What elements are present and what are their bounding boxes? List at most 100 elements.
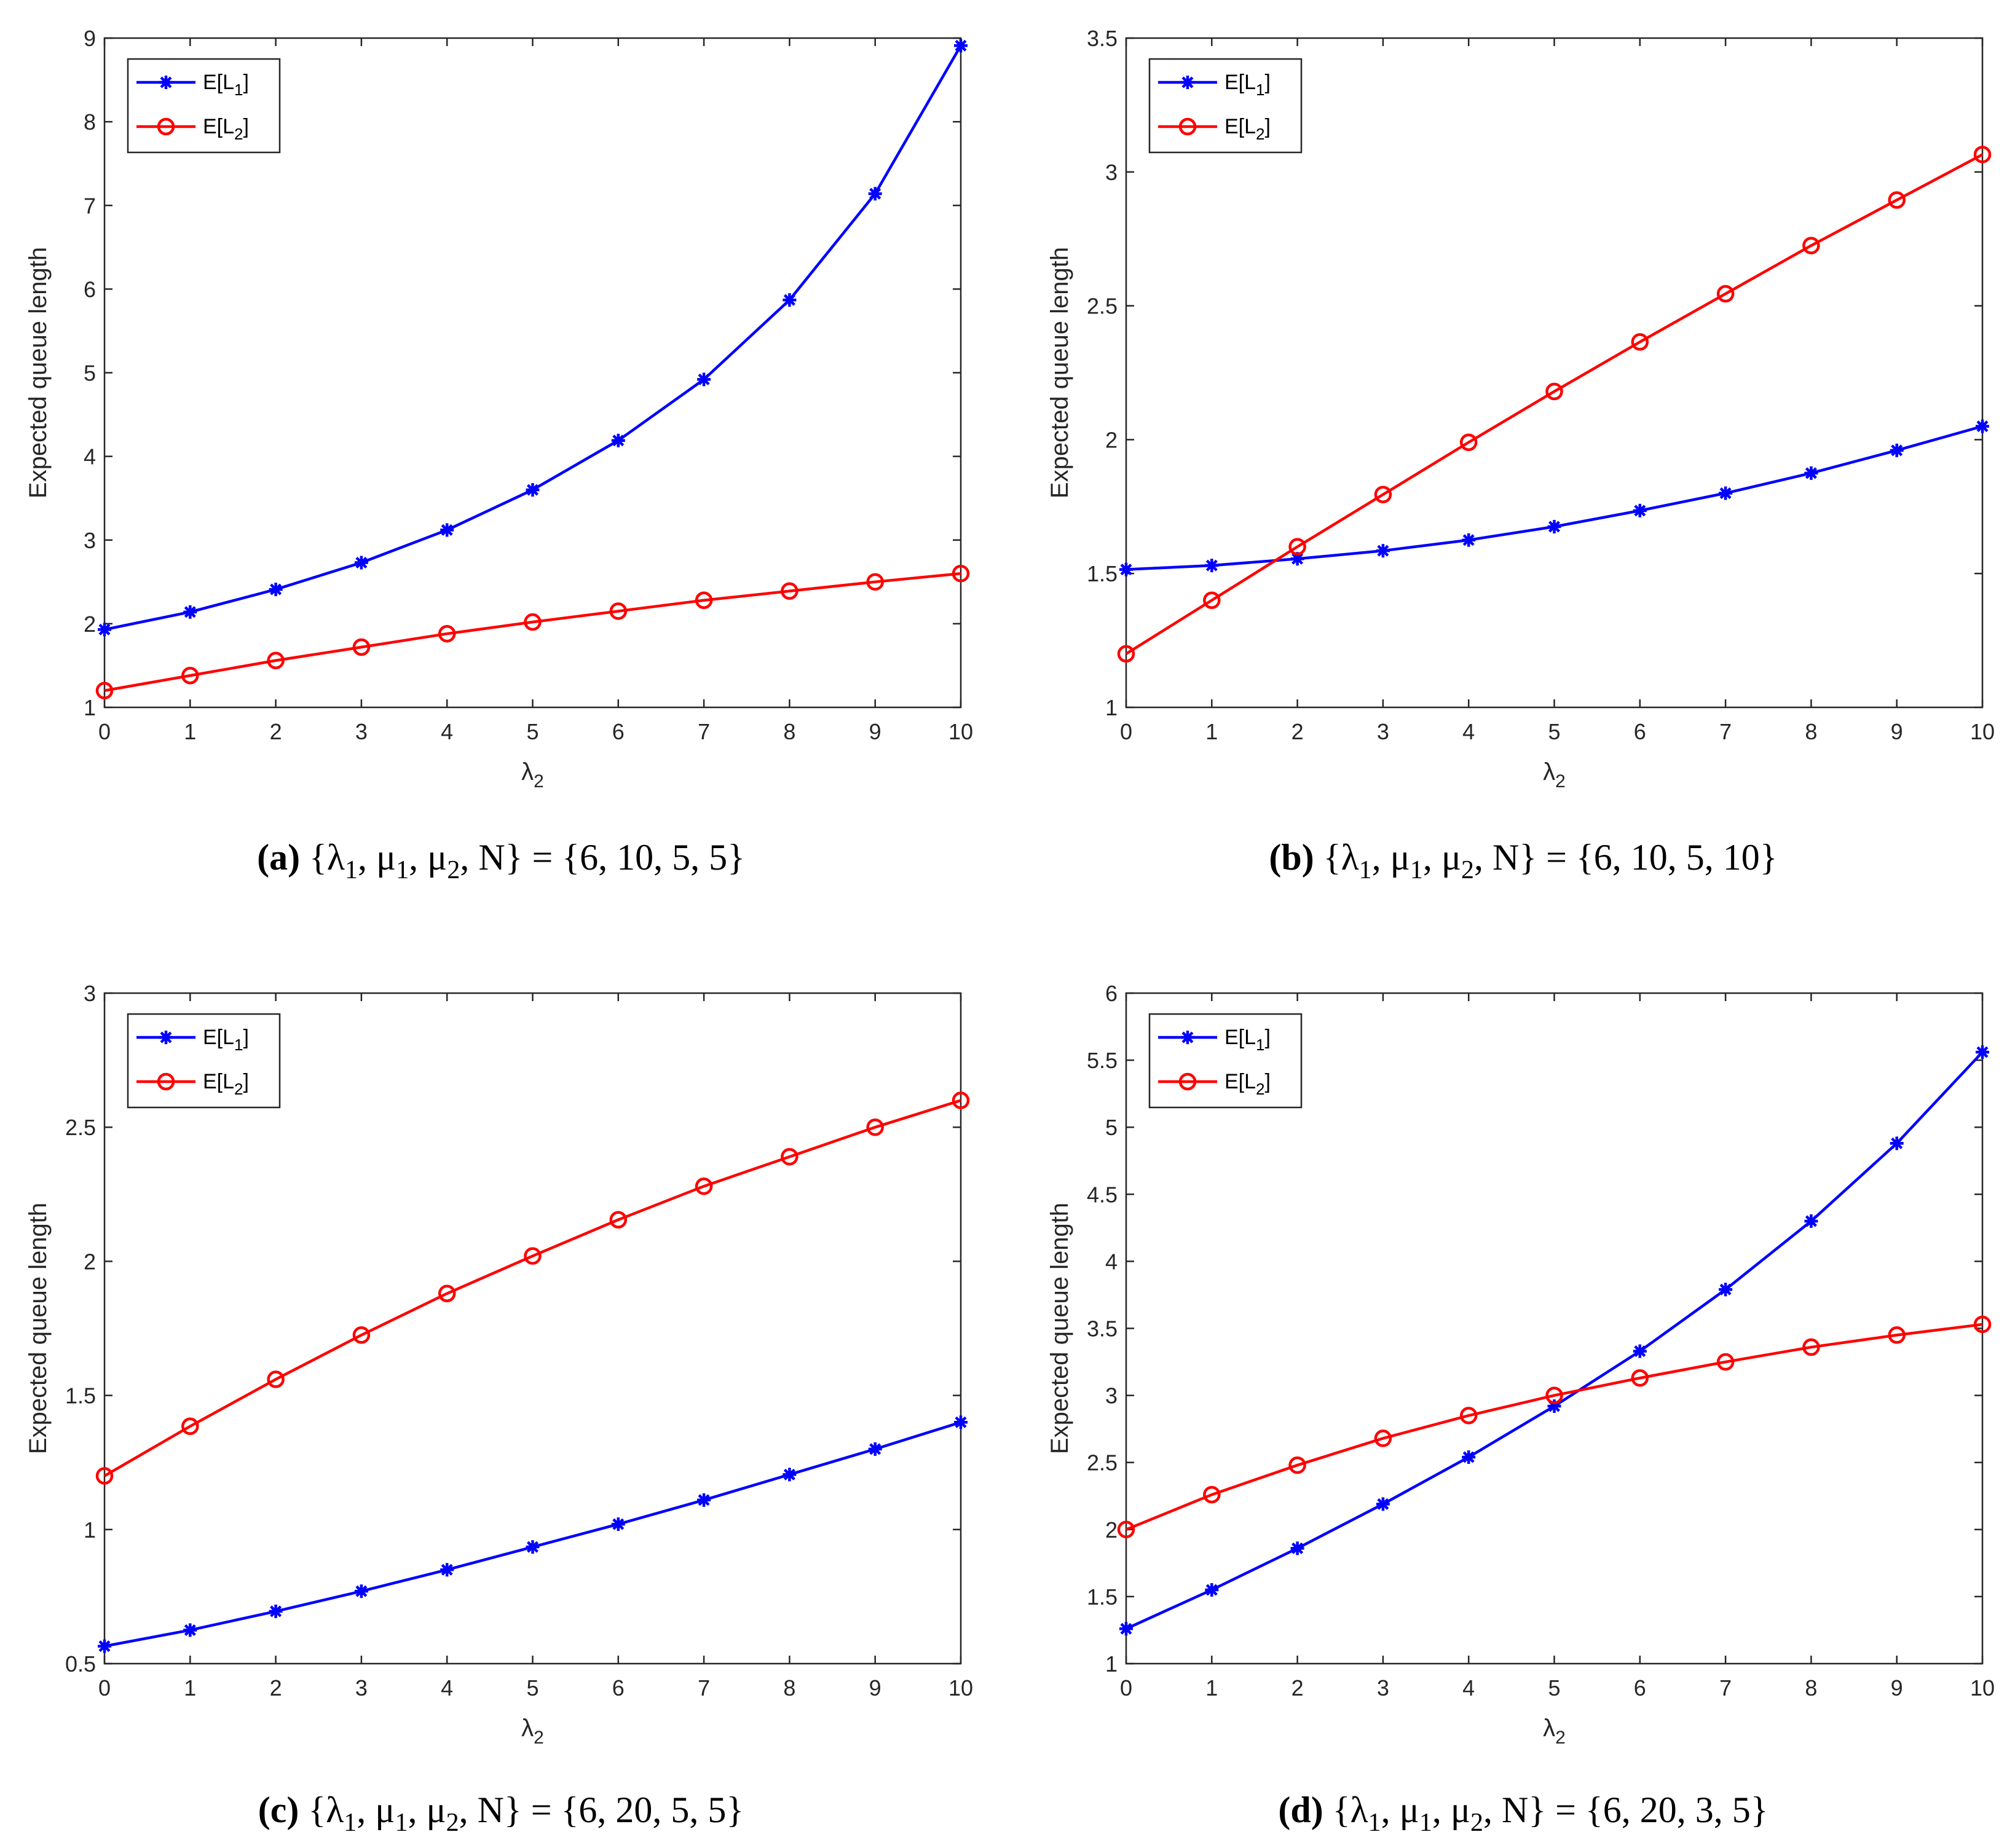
panel-d-y-tick-label: 3: [1105, 1383, 1118, 1409]
panel-d-series-2-point: [1973, 1315, 1992, 1334]
panel-b-series-1-point: [1462, 533, 1476, 547]
panel-a-series-1-point: [954, 39, 968, 53]
panel-d-series-1-point: [1633, 1344, 1647, 1358]
panel-a-series-1-point: [868, 187, 882, 201]
panel-b-series-1-point: [1890, 443, 1904, 457]
panel-c-x-tick-label: 7: [698, 1675, 710, 1701]
panel-b-y-tick-label: 3: [1105, 160, 1118, 185]
panel-c-x-tick-label: 8: [783, 1675, 795, 1701]
panel-b-x-tick-label: 10: [1970, 719, 1995, 744]
panel-b-series-2-point: [1459, 433, 1478, 452]
panel-d-x-axis-label-sub: 2: [1555, 1728, 1566, 1748]
panel-b-legend-label-sub: 1: [1256, 81, 1264, 99]
panel-c-series-1-point: [783, 1468, 797, 1482]
panel-a-legend-star-icon: [159, 76, 173, 89]
panel-d-legend-label-end: ]: [1265, 1026, 1271, 1049]
panel-d-x-tick-label: 4: [1462, 1675, 1475, 1701]
panel-a-legend-label-2: E[L2]: [203, 115, 249, 143]
panel-d-caption-text: , μ: [1381, 1790, 1419, 1830]
panel-d-caption-text: {λ: [1333, 1790, 1368, 1830]
panel-b-series-2-markers: [1117, 146, 1992, 663]
panel-d-y-tick-label: 2: [1105, 1517, 1118, 1543]
panel-b-y-tick-label: 1: [1105, 695, 1118, 720]
panel-b-legend-label-end: ]: [1265, 115, 1271, 138]
panel-c-series-2-point: [181, 1417, 199, 1436]
panel-b-caption-subscript: 2: [1461, 856, 1474, 884]
panel-b-series-1-point: [1719, 486, 1733, 500]
panel-c-legend: E[L1] E[L2]: [127, 1013, 281, 1109]
panel-b-x-tick-label: 0: [1120, 719, 1132, 744]
panel-b-legend-label-end: ]: [1265, 71, 1271, 94]
panel-a-series-1-point: [354, 556, 368, 570]
panel-c-caption-subscript: 2: [446, 1809, 459, 1837]
panel-a-x-axis-label: λ2: [521, 758, 544, 792]
panel-b-series-1-point: [1976, 419, 1989, 433]
panel-c-series-2-point: [95, 1467, 114, 1485]
panel-d-caption-text: , μ: [1432, 1790, 1470, 1830]
panel-a-caption-space: [300, 837, 309, 878]
panel-c-series-1-point: [269, 1604, 283, 1618]
panel-a-y-tick-label: 6: [84, 277, 96, 302]
panel-c-caption-text: , μ: [408, 1790, 446, 1830]
panel-b-legend-label-2: E[L2]: [1224, 115, 1271, 143]
panel-d-x-tick-label: 3: [1377, 1675, 1389, 1701]
panel-c-x-tick-label: 1: [184, 1675, 196, 1701]
panel-c-series-2-markers: [95, 1091, 970, 1485]
panel-d-series-1-point: [1119, 1622, 1133, 1636]
panel-d-y-tick-label: 1.5: [1087, 1584, 1118, 1610]
panel-b-x-axis-label-main: λ: [1543, 758, 1555, 785]
panel-d-series-2-line: [1126, 1323, 1983, 1531]
panel-d-series-1-point: [1376, 1497, 1390, 1511]
panel-c-series-1-point: [98, 1639, 111, 1653]
panel-a-series-1-point: [269, 583, 283, 597]
panel-d-series-2-point: [1545, 1386, 1563, 1404]
panel-d-x-tick-label: 1: [1205, 1675, 1218, 1701]
panel-c-x-axis-label-sub: 2: [534, 1728, 544, 1748]
panel-b-series-1-point: [1376, 544, 1390, 558]
panel-d-series-1-point: [1976, 1045, 1989, 1060]
panel-d-series-2-point: [1888, 1326, 1906, 1344]
panel-c-series-2-point: [267, 1370, 285, 1388]
panel-a-x-tick-label: 2: [270, 719, 282, 744]
panel-a-y-tick-label: 8: [84, 109, 96, 135]
panel-d-caption-subscript: 1: [1419, 1809, 1432, 1837]
panel-c-series-1-point: [440, 1563, 454, 1577]
panel-d-x-tick-label: 5: [1548, 1675, 1560, 1701]
panel-c-y-tick-label: 1.5: [65, 1383, 96, 1409]
panel-c-series-2-point: [952, 1091, 970, 1109]
panel-a-x-tick-label: 10: [948, 719, 973, 744]
panel-d-series-2-point: [1117, 1520, 1135, 1539]
panel-a-legend-box: [127, 58, 281, 154]
panel-c-caption-text: , N} = {6, 20, 5, 5}: [459, 1790, 744, 1830]
panel-c-series-2-point: [352, 1326, 371, 1344]
panel-c-x-tick-label: 3: [355, 1675, 368, 1701]
panel-c-x-tick-label: 0: [98, 1675, 111, 1701]
panel-b-y-tick-label: 2: [1105, 427, 1118, 452]
panel-a-caption-text: {λ: [309, 837, 345, 878]
panel-a-y-tick-label: 3: [84, 528, 96, 553]
panel-d-legend-label-sub: 2: [1256, 1080, 1264, 1098]
panel-a-series-2-point: [781, 582, 799, 600]
panel-b-y-tick-label: 2.5: [1087, 294, 1118, 319]
panel-b-series-1-point: [1119, 562, 1133, 576]
panel-d-legend: E[L1]E[L2]: [1148, 1013, 1303, 1109]
panel-d-caption: (d) {λ1, μ1, μ2, N} = {6, 20, 3, 5}: [1278, 1790, 1768, 1837]
panel-a-series-1-markers: [98, 39, 968, 637]
panel-c-series-1-point: [954, 1415, 968, 1429]
panel-d-series-2-point: [1459, 1407, 1478, 1425]
panel-d-series-2-point: [1374, 1429, 1392, 1447]
panel-c-caption-subscript: 1: [395, 1809, 408, 1837]
panel-c-legend-label-1: E[L1]: [203, 1026, 249, 1054]
panel-a-x-axis-label-main: λ: [521, 758, 534, 785]
panel-d-y-axis-label: Expected queue length: [1046, 1203, 1073, 1454]
panel-b-x-tick-label: 6: [1634, 719, 1646, 744]
panel-a-series-1-point: [440, 523, 454, 537]
panel-b-caption-text: {λ: [1323, 837, 1359, 878]
panel-a-caption-subscript: 1: [396, 856, 409, 884]
panel-c-legend-label-2: E[L2]: [203, 1070, 249, 1098]
panel-c-series-1-point: [183, 1623, 197, 1637]
panel-d-x-tick-label: 10: [1970, 1675, 1995, 1701]
panel-d-caption-label: (d): [1278, 1790, 1323, 1830]
